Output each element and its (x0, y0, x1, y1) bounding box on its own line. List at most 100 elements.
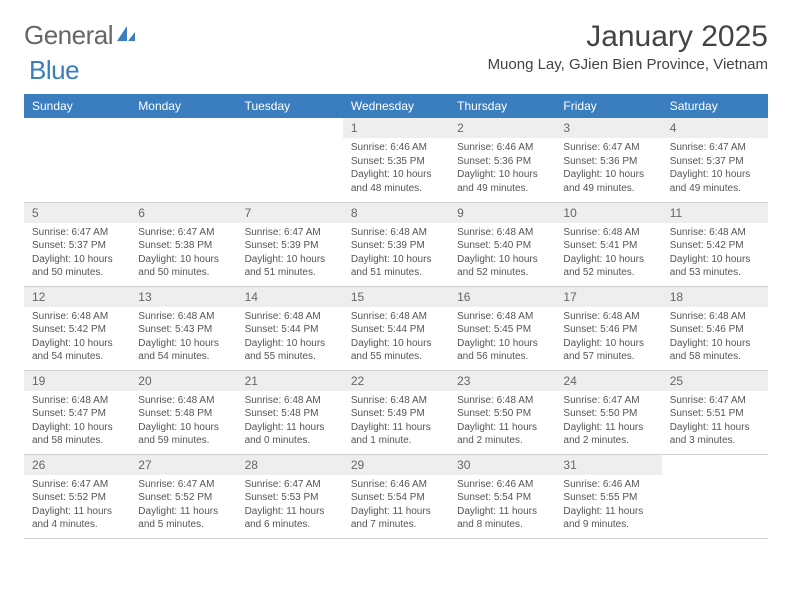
day-number: 19 (24, 371, 130, 391)
calendar-week-row: 19Sunrise: 6:48 AMSunset: 5:47 PMDayligh… (24, 370, 768, 454)
calendar-week-row: 1Sunrise: 6:46 AMSunset: 5:35 PMDaylight… (24, 118, 768, 202)
day-data: Sunrise: 6:46 AMSunset: 5:54 PMDaylight:… (343, 475, 449, 538)
day-data: Sunrise: 6:48 AMSunset: 5:40 PMDaylight:… (449, 223, 555, 286)
day-number: 12 (24, 287, 130, 307)
calendar-day-cell: 19Sunrise: 6:48 AMSunset: 5:47 PMDayligh… (24, 370, 130, 454)
logo-text-blue: Blue (29, 55, 79, 86)
calendar-day-cell: 18Sunrise: 6:48 AMSunset: 5:46 PMDayligh… (662, 286, 768, 370)
day-data: Sunrise: 6:48 AMSunset: 5:42 PMDaylight:… (24, 307, 130, 370)
calendar-week-row: 12Sunrise: 6:48 AMSunset: 5:42 PMDayligh… (24, 286, 768, 370)
day-data: Sunrise: 6:46 AMSunset: 5:55 PMDaylight:… (555, 475, 661, 538)
calendar-table: SundayMondayTuesdayWednesdayThursdayFrid… (24, 94, 768, 539)
day-data: Sunrise: 6:47 AMSunset: 5:53 PMDaylight:… (237, 475, 343, 538)
day-number: 31 (555, 455, 661, 475)
location-text: Muong Lay, GJien Bien Province, Vietnam (488, 56, 768, 73)
day-number: 11 (662, 203, 768, 223)
day-number: 18 (662, 287, 768, 307)
day-data: Sunrise: 6:48 AMSunset: 5:45 PMDaylight:… (449, 307, 555, 370)
calendar-day-cell: 15Sunrise: 6:48 AMSunset: 5:44 PMDayligh… (343, 286, 449, 370)
weekday-row: SundayMondayTuesdayWednesdayThursdayFrid… (24, 94, 768, 118)
day-number: 14 (237, 287, 343, 307)
day-number: 7 (237, 203, 343, 223)
calendar-day-cell: 7Sunrise: 6:47 AMSunset: 5:39 PMDaylight… (237, 202, 343, 286)
day-data: Sunrise: 6:48 AMSunset: 5:44 PMDaylight:… (343, 307, 449, 370)
weekday-header: Tuesday (237, 94, 343, 118)
day-number: 1 (343, 118, 449, 138)
calendar-week-row: 26Sunrise: 6:47 AMSunset: 5:52 PMDayligh… (24, 454, 768, 538)
logo-text-gray: General (24, 20, 113, 51)
calendar-body: 1Sunrise: 6:46 AMSunset: 5:35 PMDaylight… (24, 118, 768, 538)
day-number: 21 (237, 371, 343, 391)
calendar-day-cell (662, 454, 768, 538)
calendar-week-row: 5Sunrise: 6:47 AMSunset: 5:37 PMDaylight… (24, 202, 768, 286)
day-data: Sunrise: 6:46 AMSunset: 5:54 PMDaylight:… (449, 475, 555, 538)
day-data: Sunrise: 6:47 AMSunset: 5:50 PMDaylight:… (555, 391, 661, 454)
calendar-day-cell: 24Sunrise: 6:47 AMSunset: 5:50 PMDayligh… (555, 370, 661, 454)
calendar-day-cell: 5Sunrise: 6:47 AMSunset: 5:37 PMDaylight… (24, 202, 130, 286)
day-number: 4 (662, 118, 768, 138)
calendar-day-cell: 21Sunrise: 6:48 AMSunset: 5:48 PMDayligh… (237, 370, 343, 454)
day-data: Sunrise: 6:48 AMSunset: 5:50 PMDaylight:… (449, 391, 555, 454)
day-number: 22 (343, 371, 449, 391)
calendar-day-cell: 11Sunrise: 6:48 AMSunset: 5:42 PMDayligh… (662, 202, 768, 286)
calendar-day-cell: 6Sunrise: 6:47 AMSunset: 5:38 PMDaylight… (130, 202, 236, 286)
day-data: Sunrise: 6:47 AMSunset: 5:36 PMDaylight:… (555, 138, 661, 201)
day-data: Sunrise: 6:47 AMSunset: 5:52 PMDaylight:… (130, 475, 236, 538)
calendar-day-cell: 13Sunrise: 6:48 AMSunset: 5:43 PMDayligh… (130, 286, 236, 370)
day-data: Sunrise: 6:46 AMSunset: 5:36 PMDaylight:… (449, 138, 555, 201)
day-data: Sunrise: 6:47 AMSunset: 5:38 PMDaylight:… (130, 223, 236, 286)
calendar-day-cell: 30Sunrise: 6:46 AMSunset: 5:54 PMDayligh… (449, 454, 555, 538)
calendar-day-cell (130, 118, 236, 202)
calendar-day-cell: 10Sunrise: 6:48 AMSunset: 5:41 PMDayligh… (555, 202, 661, 286)
logo-sail-icon (115, 24, 137, 44)
weekday-header: Thursday (449, 94, 555, 118)
day-number: 24 (555, 371, 661, 391)
day-number: 5 (24, 203, 130, 223)
day-data: Sunrise: 6:48 AMSunset: 5:48 PMDaylight:… (237, 391, 343, 454)
day-data: Sunrise: 6:47 AMSunset: 5:52 PMDaylight:… (24, 475, 130, 538)
day-number: 10 (555, 203, 661, 223)
calendar-day-cell: 20Sunrise: 6:48 AMSunset: 5:48 PMDayligh… (130, 370, 236, 454)
day-number: 13 (130, 287, 236, 307)
calendar-day-cell: 1Sunrise: 6:46 AMSunset: 5:35 PMDaylight… (343, 118, 449, 202)
day-data: Sunrise: 6:48 AMSunset: 5:43 PMDaylight:… (130, 307, 236, 370)
day-data: Sunrise: 6:47 AMSunset: 5:37 PMDaylight:… (662, 138, 768, 201)
day-data: Sunrise: 6:48 AMSunset: 5:42 PMDaylight:… (662, 223, 768, 286)
calendar-day-cell: 26Sunrise: 6:47 AMSunset: 5:52 PMDayligh… (24, 454, 130, 538)
calendar-day-cell: 25Sunrise: 6:47 AMSunset: 5:51 PMDayligh… (662, 370, 768, 454)
calendar-day-cell: 17Sunrise: 6:48 AMSunset: 5:46 PMDayligh… (555, 286, 661, 370)
day-number: 29 (343, 455, 449, 475)
calendar-day-cell: 22Sunrise: 6:48 AMSunset: 5:49 PMDayligh… (343, 370, 449, 454)
day-number: 17 (555, 287, 661, 307)
title-block: January 2025 Muong Lay, GJien Bien Provi… (488, 20, 768, 73)
logo: General (24, 20, 137, 51)
weekday-header: Sunday (24, 94, 130, 118)
day-number: 16 (449, 287, 555, 307)
day-number: 8 (343, 203, 449, 223)
day-data: Sunrise: 6:47 AMSunset: 5:37 PMDaylight:… (24, 223, 130, 286)
calendar-day-cell: 27Sunrise: 6:47 AMSunset: 5:52 PMDayligh… (130, 454, 236, 538)
day-data: Sunrise: 6:48 AMSunset: 5:39 PMDaylight:… (343, 223, 449, 286)
day-number: 27 (130, 455, 236, 475)
calendar-day-cell: 29Sunrise: 6:46 AMSunset: 5:54 PMDayligh… (343, 454, 449, 538)
calendar-day-cell: 4Sunrise: 6:47 AMSunset: 5:37 PMDaylight… (662, 118, 768, 202)
day-number: 6 (130, 203, 236, 223)
day-number: 20 (130, 371, 236, 391)
weekday-header: Wednesday (343, 94, 449, 118)
calendar-day-cell: 2Sunrise: 6:46 AMSunset: 5:36 PMDaylight… (449, 118, 555, 202)
day-number: 23 (449, 371, 555, 391)
day-data: Sunrise: 6:48 AMSunset: 5:48 PMDaylight:… (130, 391, 236, 454)
day-data: Sunrise: 6:48 AMSunset: 5:44 PMDaylight:… (237, 307, 343, 370)
calendar-day-cell: 12Sunrise: 6:48 AMSunset: 5:42 PMDayligh… (24, 286, 130, 370)
day-data: Sunrise: 6:46 AMSunset: 5:35 PMDaylight:… (343, 138, 449, 201)
month-title: January 2025 (488, 20, 768, 54)
day-number: 30 (449, 455, 555, 475)
calendar-day-cell: 3Sunrise: 6:47 AMSunset: 5:36 PMDaylight… (555, 118, 661, 202)
calendar-head: SundayMondayTuesdayWednesdayThursdayFrid… (24, 94, 768, 118)
calendar-day-cell: 14Sunrise: 6:48 AMSunset: 5:44 PMDayligh… (237, 286, 343, 370)
calendar-day-cell: 16Sunrise: 6:48 AMSunset: 5:45 PMDayligh… (449, 286, 555, 370)
day-data: Sunrise: 6:48 AMSunset: 5:49 PMDaylight:… (343, 391, 449, 454)
day-data: Sunrise: 6:47 AMSunset: 5:51 PMDaylight:… (662, 391, 768, 454)
day-data: Sunrise: 6:47 AMSunset: 5:39 PMDaylight:… (237, 223, 343, 286)
calendar-day-cell: 8Sunrise: 6:48 AMSunset: 5:39 PMDaylight… (343, 202, 449, 286)
